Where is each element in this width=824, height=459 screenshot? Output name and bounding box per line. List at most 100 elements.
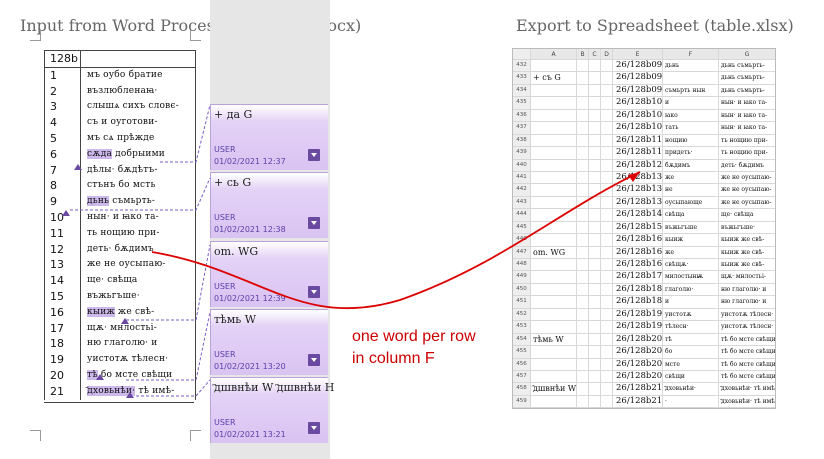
- cell-b[interactable]: [577, 395, 589, 408]
- cell-e[interactable]: 26/128b20: [613, 370, 663, 383]
- cell-f[interactable]: не: [663, 184, 719, 196]
- column-header-b[interactable]: B: [577, 49, 589, 59]
- cell-d[interactable]: [601, 196, 613, 209]
- comment-text[interactable]: + да G: [214, 108, 253, 121]
- line-text[interactable]: стънъ бо мсть: [87, 180, 156, 191]
- column-header-c[interactable]: C: [589, 49, 601, 59]
- cell-d[interactable]: [601, 358, 613, 370]
- cell-c[interactable]: [589, 283, 601, 296]
- cell-f[interactable]: уистотѫ: [663, 308, 719, 321]
- cell-a[interactable]: [531, 395, 577, 408]
- cell-e[interactable]: 26/128b15: [613, 221, 663, 234]
- cell-f[interactable]: свѣщѫ·: [663, 259, 719, 271]
- cell-a[interactable]: [531, 221, 577, 234]
- cell-d[interactable]: [601, 308, 613, 321]
- cell-b[interactable]: [577, 346, 589, 358]
- cell-c[interactable]: [589, 196, 601, 209]
- cell-g[interactable]: уистотѫ тѣлесн·: [721, 323, 774, 331]
- cell-d[interactable]: [601, 283, 613, 296]
- line-text[interactable]: тѣ бо мсте свѣщи: [87, 369, 173, 380]
- cell-b[interactable]: [577, 370, 589, 383]
- row-number[interactable]: 451: [513, 296, 531, 308]
- cell-e[interactable]: 26/128b10: [613, 122, 663, 134]
- cell-g[interactable]: же не оусыпаю-: [721, 186, 772, 194]
- cell-d[interactable]: [601, 333, 613, 346]
- cell-c[interactable]: [589, 209, 601, 221]
- commented-word-highlight[interactable]: тѣ: [87, 369, 98, 380]
- line-text[interactable]: дьнь съмьрть-: [87, 196, 156, 207]
- cell-b[interactable]: [577, 134, 589, 147]
- cell-f[interactable]: въжьгъше: [663, 221, 719, 234]
- cell-a[interactable]: [531, 209, 577, 221]
- cell-c[interactable]: [589, 246, 601, 258]
- comment-box[interactable]: ҃дшвнѣи W ҃дшвнѣи H USER 01/02/2021 13:21: [210, 377, 334, 443]
- row-number[interactable]: 436: [513, 109, 531, 122]
- cell-e[interactable]: 26/128b21: [613, 395, 663, 408]
- row-number[interactable]: 448: [513, 259, 531, 271]
- cell-c[interactable]: [589, 234, 601, 246]
- cell-c[interactable]: [589, 184, 601, 196]
- cell-c[interactable]: [589, 259, 601, 271]
- cell-c[interactable]: [589, 159, 601, 171]
- line-text[interactable]: сѫда добрыими: [87, 148, 165, 159]
- cell-e[interactable]: 26/128b18: [613, 283, 663, 296]
- cell-b[interactable]: [577, 184, 589, 196]
- cell-g[interactable]: ню глаголю· и: [721, 298, 767, 306]
- cell-a[interactable]: [531, 321, 577, 333]
- cell-g[interactable]: нын· и ꙗко та-: [721, 111, 768, 119]
- cell-f[interactable]: свѣщи: [663, 370, 719, 383]
- row-number[interactable]: 459: [513, 395, 531, 408]
- cell-f[interactable]: же: [663, 246, 719, 258]
- cell-b[interactable]: [577, 97, 589, 109]
- cell-b[interactable]: [577, 383, 589, 395]
- cell-g[interactable]: же не оусыпаю-: [721, 173, 772, 181]
- cell-b[interactable]: [577, 60, 589, 72]
- row-number[interactable]: 446: [513, 234, 531, 246]
- row-number[interactable]: 441: [513, 171, 531, 184]
- row-number[interactable]: 444: [513, 209, 531, 221]
- cell-a[interactable]: [531, 171, 577, 184]
- cell-c[interactable]: [589, 147, 601, 159]
- cell-c[interactable]: [589, 109, 601, 122]
- cell-g[interactable]: щѫ· мнлостьі-: [721, 273, 766, 281]
- cell-b[interactable]: [577, 234, 589, 246]
- cell-e[interactable]: 26/128b13: [613, 171, 663, 184]
- cell-f[interactable]: же: [663, 171, 719, 184]
- cell-f[interactable]: тѣ: [663, 333, 719, 346]
- row-number[interactable]: 457: [513, 370, 531, 383]
- row-number[interactable]: 456: [513, 358, 531, 370]
- cell-b[interactable]: [577, 72, 589, 84]
- cell-a[interactable]: [531, 196, 577, 209]
- row-number[interactable]: 434: [513, 84, 531, 97]
- cell-g[interactable]: ще· свѣща: [721, 211, 754, 219]
- cell-d[interactable]: [601, 209, 613, 221]
- cell-c[interactable]: [589, 346, 601, 358]
- cell-c[interactable]: [589, 221, 601, 234]
- cell-f[interactable]: и: [663, 97, 719, 109]
- cell-e[interactable]: 26/128b18: [613, 296, 663, 308]
- cell-d[interactable]: [601, 171, 613, 184]
- row-number[interactable]: 438: [513, 134, 531, 147]
- cell-f[interactable]: нощию: [663, 134, 719, 147]
- line-text[interactable]: ще· свѣща: [87, 275, 138, 286]
- cell-a[interactable]: [531, 271, 577, 283]
- cell-b[interactable]: [577, 147, 589, 159]
- row-number[interactable]: 450: [513, 283, 531, 296]
- line-text[interactable]: въжьгъше·: [87, 290, 140, 301]
- cell-f[interactable]: свѣща: [663, 209, 719, 221]
- line-text[interactable]: дѣлы· бѫдѣтъ-: [87, 164, 158, 175]
- commented-word-highlight[interactable]: дьнь: [87, 196, 110, 207]
- cell-b[interactable]: [577, 308, 589, 321]
- cell-g[interactable]: ҃дховьнѣи· тѣ имѣ-: [721, 385, 775, 393]
- line-text[interactable]: ть нощию при-: [87, 227, 160, 238]
- cell-c[interactable]: [589, 271, 601, 283]
- cell-e[interactable]: 26/128b19: [613, 321, 663, 333]
- cell-f[interactable]: кыиж: [663, 234, 719, 246]
- line-text[interactable]: уистотѫ тѣлесн·: [87, 354, 169, 365]
- cell-c[interactable]: [589, 383, 601, 395]
- cell-c[interactable]: [589, 308, 601, 321]
- column-header-d[interactable]: D: [601, 49, 613, 59]
- comment-menu-dropdown-icon[interactable]: [308, 422, 320, 434]
- cell-e[interactable]: 26/128b20: [613, 358, 663, 370]
- cell-a[interactable]: [531, 234, 577, 246]
